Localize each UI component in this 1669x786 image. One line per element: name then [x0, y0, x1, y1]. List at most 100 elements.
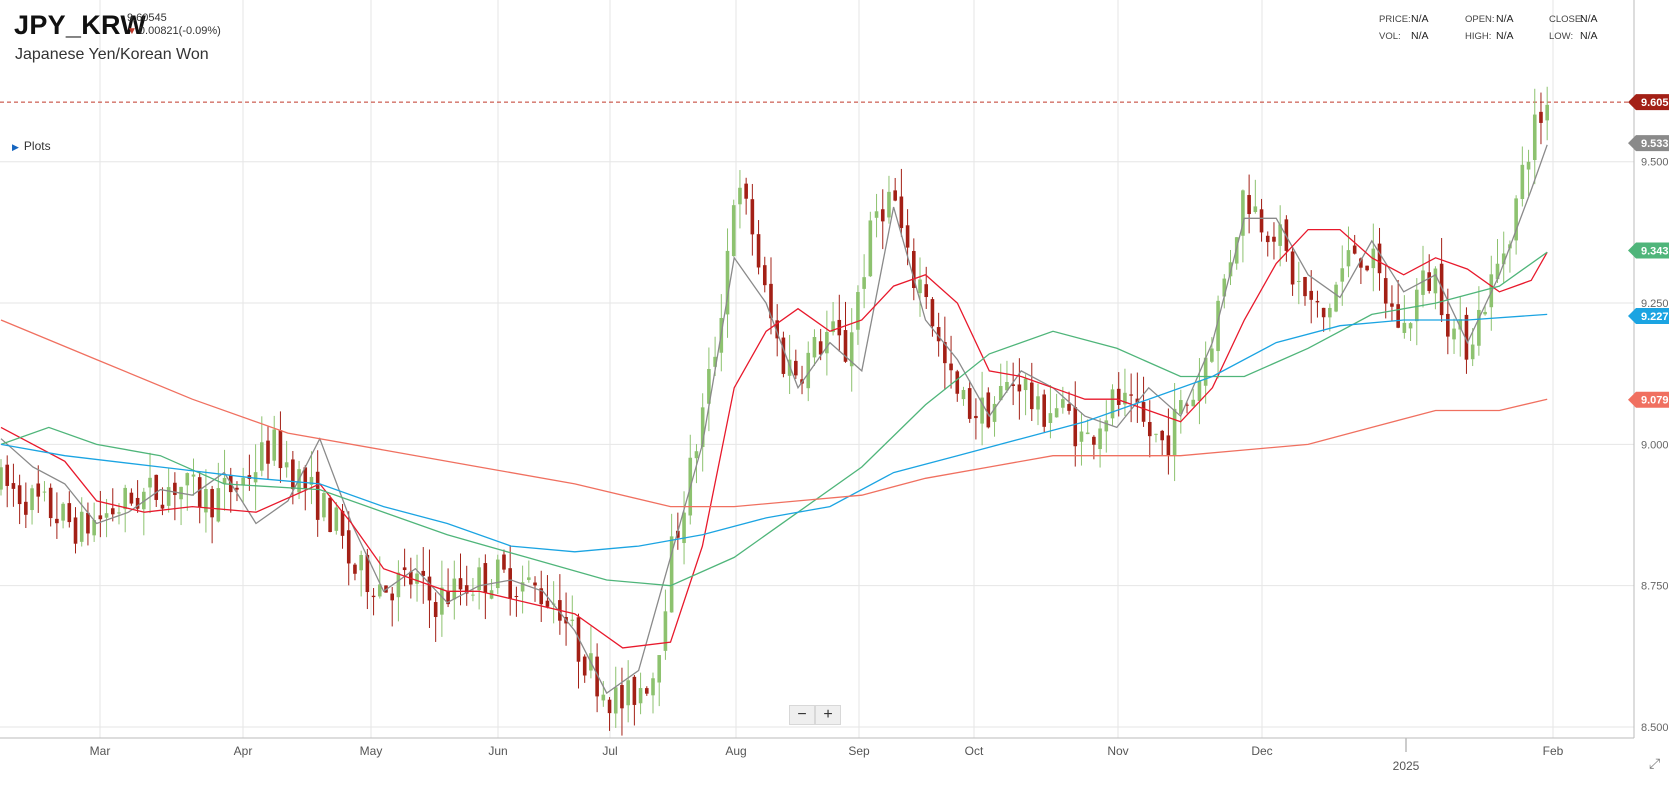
- candle-down: [1464, 314, 1469, 360]
- moving-average-line-ma_100: [0, 313, 1548, 553]
- candle-down: [1135, 398, 1140, 403]
- candle-down: [278, 430, 283, 469]
- candle-down: [632, 676, 637, 705]
- candle-up: [1477, 309, 1481, 346]
- badge-shape: [1628, 94, 1669, 111]
- candle-down: [303, 467, 308, 489]
- candle-up: [738, 187, 742, 205]
- candle-up: [1483, 311, 1487, 315]
- candle-up: [1296, 280, 1301, 282]
- candle-up: [731, 205, 736, 257]
- triangle-right-icon: ▶: [12, 142, 19, 152]
- candle-down: [1011, 384, 1015, 386]
- candle-up: [260, 442, 264, 471]
- candle-up: [1253, 206, 1258, 212]
- candle-up: [1210, 348, 1214, 362]
- candle-up: [30, 488, 34, 511]
- candle-down: [11, 483, 16, 489]
- candle-down: [1365, 265, 1369, 271]
- candle-up: [1085, 432, 1090, 435]
- candle-down: [483, 563, 488, 594]
- candle-up: [1005, 382, 1009, 391]
- candle-up: [1179, 400, 1183, 414]
- candle-down: [1290, 251, 1295, 285]
- candle-down: [98, 515, 103, 520]
- candle-up: [1346, 250, 1351, 267]
- candle-up: [1203, 357, 1208, 386]
- candle-down: [912, 251, 916, 289]
- candle-up: [806, 352, 811, 389]
- candle-down: [582, 656, 587, 676]
- y-tick-label: 9.250: [1641, 298, 1669, 310]
- candle-down: [607, 699, 612, 714]
- moving-average-line-ma_50: [0, 251, 1548, 587]
- candle-down: [421, 570, 426, 576]
- candle-up: [1172, 408, 1177, 456]
- candle-down: [1265, 235, 1270, 243]
- x-tick-label: May: [360, 744, 383, 758]
- candle-down: [676, 530, 680, 538]
- plots-label: Plots: [23, 139, 51, 153]
- resize-icon[interactable]: ⤢: [1649, 755, 1661, 771]
- candle-down: [781, 337, 786, 374]
- candle-up: [1098, 428, 1102, 450]
- candle-up: [1421, 270, 1425, 295]
- candle-up: [92, 519, 96, 536]
- x-tick-label: Oct: [965, 744, 984, 758]
- candle-up: [1154, 433, 1158, 435]
- price-change-value: 0.00821(-0.09%): [138, 25, 221, 37]
- candle-down: [17, 485, 22, 505]
- x-tick-label: Apr: [234, 744, 253, 758]
- candle-down: [514, 596, 519, 598]
- candle-down: [1067, 404, 1071, 411]
- candle-up: [1402, 322, 1407, 333]
- candle-down: [365, 554, 370, 593]
- price-badge-ma_100: 9.227: [1628, 308, 1669, 325]
- candle-down: [974, 415, 978, 419]
- candle-up: [142, 491, 146, 510]
- last-price: 9.60545: [127, 12, 167, 24]
- x-tick-label: Aug: [725, 744, 746, 758]
- candle-up: [1061, 399, 1065, 408]
- candle-up: [613, 687, 618, 714]
- candle-up: [253, 472, 258, 483]
- price-badge-ma_short: 9.533: [1628, 135, 1669, 152]
- candle-down: [458, 578, 463, 590]
- candle-down: [1303, 276, 1307, 297]
- candle-up: [1452, 328, 1456, 340]
- candle-up: [1408, 323, 1413, 329]
- candle-down: [427, 576, 432, 601]
- candle-up: [148, 477, 152, 488]
- candle-down: [154, 474, 159, 500]
- candle-down: [1042, 394, 1047, 427]
- candle-down: [1383, 278, 1388, 304]
- candle-down: [744, 183, 748, 199]
- candle-up: [601, 694, 606, 701]
- candle-down: [24, 501, 28, 515]
- candle-up: [520, 582, 525, 592]
- candle-up: [1433, 268, 1438, 294]
- candle-up: [272, 429, 277, 461]
- candle-down: [502, 554, 506, 570]
- plots-toggle[interactable]: ▶ Plots: [12, 139, 51, 153]
- candle-up: [651, 678, 655, 696]
- zoom-out-button[interactable]: −: [789, 705, 815, 725]
- candle-up: [992, 403, 997, 422]
- candle-up: [415, 573, 419, 584]
- badge-label: 9.227: [1641, 311, 1669, 323]
- candle-up: [79, 511, 84, 542]
- candle-up: [1414, 289, 1419, 322]
- stat-label: LOW:: [1549, 31, 1574, 42]
- x-tick-label: Jul: [602, 744, 617, 758]
- candle-down: [967, 388, 972, 419]
- candle-down: [818, 341, 823, 355]
- candle-down: [1377, 243, 1382, 274]
- candle-down: [402, 567, 407, 571]
- candle-up: [1532, 114, 1537, 161]
- moving-average-line-ma_200: [0, 319, 1548, 508]
- zoom-in-button[interactable]: +: [815, 705, 841, 725]
- candle-up: [626, 680, 630, 706]
- candle-down: [55, 518, 59, 524]
